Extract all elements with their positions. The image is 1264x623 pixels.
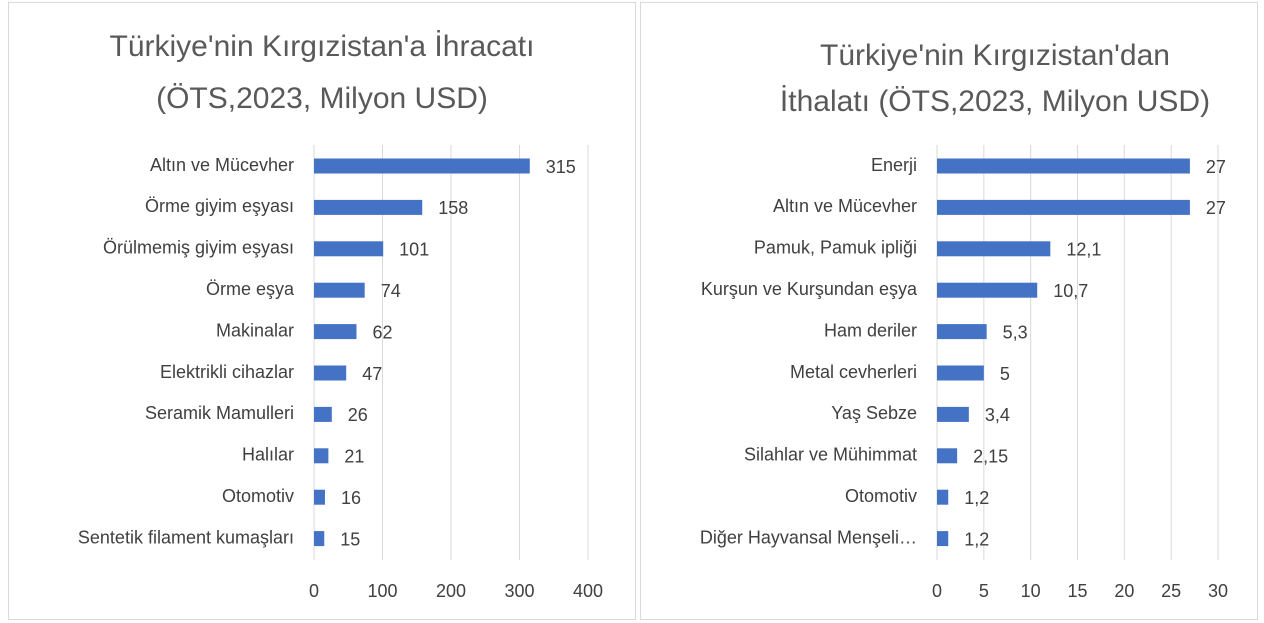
bar (314, 199, 423, 215)
bar (937, 531, 949, 547)
y-tick-label: Makinalar (216, 320, 294, 340)
data-label: 158 (438, 198, 468, 218)
bar (314, 448, 329, 464)
bar (314, 365, 347, 381)
data-label: 16 (341, 488, 361, 508)
bar (937, 448, 958, 464)
data-label: 1,2 (964, 529, 989, 549)
data-label: 101 (399, 240, 429, 260)
bar (314, 406, 332, 422)
bar (937, 489, 949, 505)
bar (937, 365, 984, 381)
bar (937, 406, 969, 422)
y-tick-label: Altın ve Mücevher (150, 155, 294, 175)
y-tick-label: Seramik Mamulleri (145, 403, 294, 423)
x-tick-label: 300 (504, 581, 534, 601)
data-label: 74 (381, 281, 401, 301)
panel (8, 2, 636, 620)
chart-title: İthalatı (ÖTS,2023, Milyon USD) (780, 85, 1210, 118)
y-tick-label: Yaş Sebze (831, 403, 917, 423)
y-tick-label: Sentetik filament kumaşları (78, 527, 294, 547)
bar (314, 158, 530, 174)
chart-title: (ÖTS,2023, Milyon USD) (156, 82, 488, 115)
chart-title: Türkiye'nin Kırgızistan'a İhracatı (110, 30, 535, 63)
y-tick-label: Ham deriler (824, 320, 917, 340)
x-tick-label: 0 (932, 581, 942, 601)
y-tick-label: Örülmemiş giyim eşyası (103, 238, 294, 258)
bar (937, 241, 1051, 257)
x-tick-label: 400 (573, 581, 603, 601)
data-label: 1,2 (964, 488, 989, 508)
y-tick-label: Metal cevherleri (790, 362, 917, 382)
data-label: 10,7 (1053, 281, 1088, 301)
x-tick-label: 20 (1114, 581, 1134, 601)
y-tick-label: Örme eşya (206, 279, 295, 299)
y-tick-label: Halılar (242, 445, 294, 465)
bar (314, 489, 325, 505)
bar (937, 158, 1190, 174)
panel (640, 2, 1258, 620)
x-tick-label: 25 (1161, 581, 1181, 601)
bar (937, 282, 1038, 298)
x-tick-label: 200 (436, 581, 466, 601)
x-tick-label: 100 (367, 581, 397, 601)
data-label: 12,1 (1066, 240, 1101, 260)
x-tick-label: 15 (1067, 581, 1087, 601)
y-tick-label: Pamuk, Pamuk ipliği (754, 238, 917, 258)
data-label: 26 (348, 405, 368, 425)
data-label: 5,3 (1003, 322, 1028, 342)
x-tick-label: 0 (309, 581, 319, 601)
y-tick-label: Kurşun ve Kurşundan eşya (701, 279, 918, 299)
chart-title: Türkiye'nin Kırgızistan'dan (820, 39, 1170, 72)
data-label: 27 (1206, 198, 1226, 218)
bar (314, 324, 357, 340)
data-label: 21 (344, 447, 364, 467)
x-tick-label: 10 (1021, 581, 1041, 601)
bar (314, 241, 384, 257)
y-tick-label: Diğer Hayvansal Menşeli… (700, 527, 917, 547)
data-label: 2,15 (973, 447, 1008, 467)
x-tick-label: 5 (979, 581, 989, 601)
bar (937, 199, 1190, 215)
bar (314, 282, 365, 298)
y-tick-label: Otomotiv (845, 486, 917, 506)
data-label: 3,4 (985, 405, 1010, 425)
data-label: 27 (1206, 157, 1226, 177)
bar (937, 324, 987, 340)
data-label: 315 (546, 157, 576, 177)
data-label: 15 (340, 529, 360, 549)
y-tick-label: Elektrikli cihazlar (160, 362, 294, 382)
y-tick-label: Otomotiv (222, 486, 294, 506)
bar (314, 531, 325, 547)
y-tick-label: Enerji (871, 155, 917, 175)
data-label: 62 (372, 322, 392, 342)
data-label: 47 (362, 364, 382, 384)
y-tick-label: Örme giyim eşyası (145, 196, 294, 216)
x-tick-label: 30 (1208, 581, 1228, 601)
data-label: 5 (1000, 364, 1010, 384)
y-tick-label: Silahlar ve Mühimmat (744, 445, 917, 465)
y-tick-label: Altın ve Mücevher (773, 196, 917, 216)
